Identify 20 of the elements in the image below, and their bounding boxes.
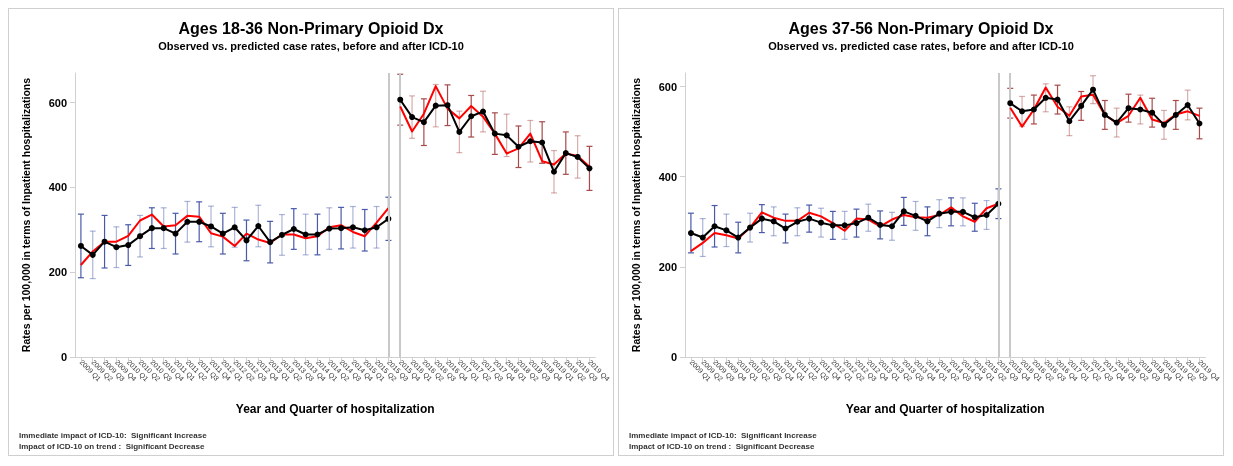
text: Immediate impact of ICD-10: Significant Increase: [19, 430, 208, 440]
y-tick-label: 0: [60, 351, 67, 363]
y-tick-label: 0: [670, 351, 677, 363]
chart-title: Ages 18-36 Non-Primary Opioid Dx: [178, 19, 444, 37]
y-tick-label: 600: [658, 80, 677, 93]
y-axis-title: Rates per 100,000 in terms of Inpatient hospitalizations: [629, 77, 642, 353]
text: Impact of ICD-10 on trend : Significant Decrease: [19, 441, 205, 451]
text: Impact of ICD-10 on trend : Significant Decrease: [629, 441, 815, 451]
x-axis-title: Year and Quarter of hospitalization: [845, 402, 1045, 416]
x-axis-title: Year and Quarter of hospitalization: [235, 402, 435, 416]
y-tick-label: 400: [48, 181, 67, 194]
chart-title: Ages 37-56 Non-Primary Opioid Dx: [788, 19, 1054, 37]
y-tick-label: 600: [48, 96, 67, 109]
chart-subtitle: Observed vs. predicted case rates, before and after ICD-10: [768, 39, 1074, 52]
y-tick-label: 200: [48, 266, 67, 279]
y-tick-label: 400: [658, 170, 677, 183]
y-tick-label: 200: [658, 260, 677, 273]
chart-subtitle: Observed vs. predicted case rates, before and after ICD-10: [158, 39, 464, 52]
y-axis-title: Rates per 100,000 in terms of Inpatient hospitalizations: [19, 77, 32, 353]
text: Immediate impact of ICD-10: Significant Increase: [629, 430, 818, 440]
